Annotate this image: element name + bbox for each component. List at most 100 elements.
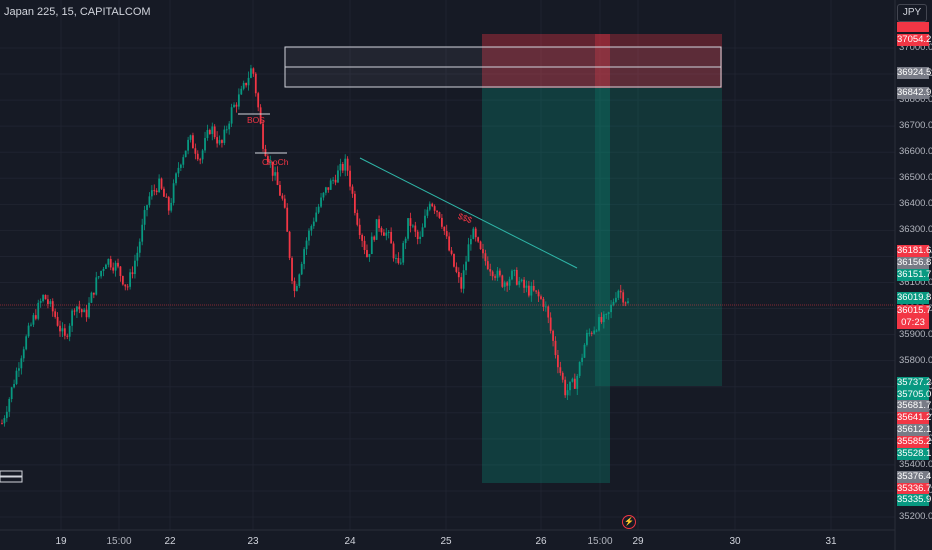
candle-body <box>225 129 228 131</box>
candle-body <box>421 227 424 237</box>
candle-body <box>269 161 272 163</box>
candle-body <box>165 196 168 198</box>
candle-body <box>295 285 298 292</box>
candle-body <box>56 316 59 326</box>
candle-body <box>51 301 54 312</box>
candle-body <box>387 231 390 233</box>
candle-body <box>472 228 475 239</box>
candle-body <box>320 197 322 207</box>
candle-body <box>501 275 504 287</box>
candle-body <box>250 68 252 78</box>
price-tick-label: 37000.0 <box>899 42 932 53</box>
candle-body <box>380 227 383 233</box>
candle-body <box>428 203 431 210</box>
candle-body <box>95 277 98 295</box>
candle-body <box>583 344 586 358</box>
candle-body <box>150 190 153 197</box>
candle-body <box>85 309 88 318</box>
candlestick-series <box>1 64 629 427</box>
target-zone-2[interactable] <box>595 88 722 386</box>
candle-body <box>399 262 402 264</box>
candle-body <box>542 298 545 307</box>
candle-body <box>63 328 66 336</box>
candle-body <box>619 290 622 293</box>
candle-body <box>407 218 409 239</box>
candle-body <box>117 262 119 267</box>
candle-body <box>532 285 535 291</box>
candle-body <box>160 178 163 189</box>
candle-body <box>491 271 494 277</box>
candle-body <box>42 294 44 302</box>
currency-button[interactable]: JPY <box>897 4 927 22</box>
time-tick-label: 15:00 <box>587 536 613 547</box>
price-tag: 37054.2 <box>897 34 932 46</box>
candle-body <box>143 210 146 225</box>
candle-body <box>479 241 482 250</box>
stop-zone-2[interactable] <box>595 34 722 88</box>
candle-body <box>218 140 221 144</box>
candle-body <box>392 243 395 259</box>
candle-body <box>375 219 378 240</box>
price-tag: 36019.8 <box>897 292 932 304</box>
price-tag: 35612.1 <box>897 424 932 436</box>
candle-body <box>395 257 397 259</box>
price-tick-label: 36700.0 <box>899 120 932 132</box>
candle-body <box>124 284 127 287</box>
candle-body <box>424 215 426 228</box>
target-zone-1[interactable] <box>482 88 610 483</box>
candle-body <box>271 161 274 176</box>
candle-body <box>228 123 231 130</box>
candle-body <box>148 196 151 206</box>
candle-body <box>419 236 422 239</box>
candle-body <box>286 207 289 232</box>
offscreen-box-2[interactable] <box>0 476 23 483</box>
price-tick-label: 36600.0 <box>899 146 932 158</box>
candle-body <box>221 140 223 143</box>
candle-body <box>281 195 284 199</box>
lightning-icon[interactable]: ⚡ <box>622 515 636 529</box>
price-tick-label: 36500.0 <box>899 172 932 184</box>
candle-body <box>576 375 579 389</box>
price-tag: 36151.7 <box>897 269 932 281</box>
candle-body <box>245 82 248 86</box>
supply-box-lower[interactable] <box>284 66 722 88</box>
candle-body <box>1 423 3 425</box>
candle-body <box>276 172 279 185</box>
candle-body <box>612 301 615 305</box>
candle-body <box>8 399 11 412</box>
candle-body <box>240 88 243 95</box>
candle-body <box>378 219 380 228</box>
candle-body <box>607 312 610 315</box>
offscreen-box-1[interactable] <box>0 470 23 477</box>
stop-zone-1[interactable] <box>482 34 610 88</box>
candle-body <box>586 332 588 345</box>
candle-body <box>593 330 596 334</box>
price-tag: 35335.9 <box>897 494 932 506</box>
candle-body <box>322 192 325 198</box>
candle-body <box>346 158 349 171</box>
price-tag-clipped <box>897 22 929 32</box>
time-tick-label: 15:00 <box>106 536 132 547</box>
candle-body <box>373 236 376 240</box>
symbol-title[interactable]: Japan 225, 15, CAPITALCOM <box>4 6 151 18</box>
candle-body <box>578 361 581 376</box>
candle-body <box>622 292 625 303</box>
candle-body <box>83 309 86 313</box>
candle-body <box>482 249 484 254</box>
candle-body <box>3 418 6 424</box>
trend-line[interactable] <box>359 157 578 269</box>
candle-body <box>146 205 148 211</box>
candle-body <box>528 285 530 296</box>
price-tag: 35528.1 <box>897 448 932 460</box>
candle-body <box>242 82 245 89</box>
candle-body <box>189 135 192 140</box>
candle-body <box>368 254 371 258</box>
candle-body <box>566 390 569 396</box>
candle-body <box>404 238 407 244</box>
candle-body <box>484 253 487 262</box>
supply-box-upper[interactable] <box>284 46 722 68</box>
candle-body <box>201 150 204 160</box>
candle-body <box>44 294 47 300</box>
candle-body <box>595 330 598 332</box>
